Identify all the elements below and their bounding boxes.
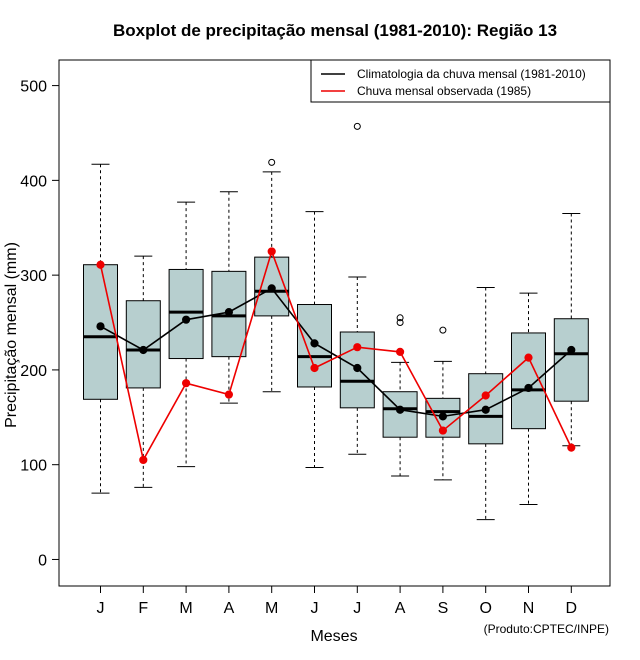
- y-axis-label: Precipitação mensal (mm): [3, 242, 20, 428]
- series-1-point-9: [481, 391, 490, 400]
- box-D-11: [553, 213, 589, 447]
- box-F-1: [125, 255, 161, 488]
- outlier-1: [396, 314, 404, 322]
- box-J-6: [339, 122, 375, 455]
- y-axis: 0 100 200 300 400 500: [20, 79, 59, 569]
- y-tick-label-400: 400: [20, 173, 47, 190]
- series-0-point-8: [438, 412, 447, 421]
- series-1-point-6: [353, 343, 362, 352]
- series-1-point-0: [96, 260, 105, 269]
- series-1-point-8: [438, 426, 447, 435]
- y-tick-label-0: 0: [38, 552, 47, 569]
- outlier-0: [268, 158, 276, 166]
- x-tick-label-4: M: [265, 600, 278, 617]
- box-N-10: [511, 292, 546, 505]
- series-1-point-2: [182, 379, 191, 388]
- box-iqr: [168, 268, 204, 360]
- series-1-point-5: [310, 363, 319, 373]
- series-0-point-4: [267, 284, 276, 293]
- box-M-2: [168, 201, 204, 468]
- series-0-point-6: [353, 363, 362, 373]
- series-0-point-3: [224, 308, 233, 317]
- x-tick-label-7: A: [395, 600, 406, 617]
- x-tick-label-10: N: [523, 600, 535, 617]
- x-tick-label-1: F: [138, 600, 148, 617]
- x-tick-label-6: J: [353, 600, 361, 617]
- x-tick-label-8: S: [438, 600, 449, 617]
- x-axis-label: Meses: [310, 628, 357, 645]
- series-1-point-10: [524, 353, 533, 362]
- y-tick-label-500: 500: [20, 79, 47, 96]
- x-tick-label-9: O: [479, 600, 491, 617]
- y-tick-label-300: 300: [20, 268, 47, 285]
- box-A-7: [382, 314, 418, 477]
- series-0-point-2: [182, 315, 191, 324]
- series-0-point-5: [310, 339, 319, 348]
- legend-label-climatologia: Climatologia da chuva mensal (1981-2010): [357, 67, 586, 81]
- credit-label: (Produto:CPTEC/INPE): [484, 622, 609, 636]
- x-tick-label-0: J: [97, 600, 105, 617]
- series-0-point-7: [396, 405, 405, 414]
- y-tick-label-100: 100: [20, 458, 47, 475]
- legend-label-observada: Chuva mensal observada (1985): [357, 84, 531, 98]
- y-tick-label-200: 200: [20, 363, 47, 380]
- legend-box: [310, 59, 611, 103]
- series-0-point-9: [481, 405, 490, 414]
- x-tick-label-11: D: [566, 600, 578, 617]
- series-lines-group: [96, 247, 576, 465]
- series-0-point-0: [96, 322, 105, 331]
- series-0-point-11: [567, 345, 576, 355]
- chart-title: Boxplot de precipitação mensal (1981-201…: [113, 21, 557, 40]
- box-S-8: [425, 326, 461, 481]
- series-0-point-1: [139, 345, 148, 355]
- series-1-point-11: [567, 443, 576, 452]
- boxes-group: [83, 122, 589, 521]
- outlier-0: [353, 122, 361, 130]
- series-1-point-4: [267, 247, 276, 256]
- outlier-0: [439, 326, 447, 334]
- box-M-4: [254, 158, 290, 393]
- legend: Climatologia da chuva mensal (1981-2010)…: [310, 59, 611, 103]
- series-line-0: [100, 287, 572, 418]
- series-1-point-1: [139, 455, 148, 465]
- x-tick-label-3: A: [224, 600, 235, 617]
- series-line-1: [99, 248, 573, 463]
- series-0-point-10: [524, 383, 533, 393]
- series-1-point-3: [224, 390, 233, 399]
- outlier-0: [396, 319, 404, 327]
- x-tick-label-5: J: [311, 600, 319, 617]
- x-tick-label-2: M: [179, 600, 192, 617]
- box-A-3: [211, 191, 247, 404]
- series-1-point-7: [396, 347, 405, 357]
